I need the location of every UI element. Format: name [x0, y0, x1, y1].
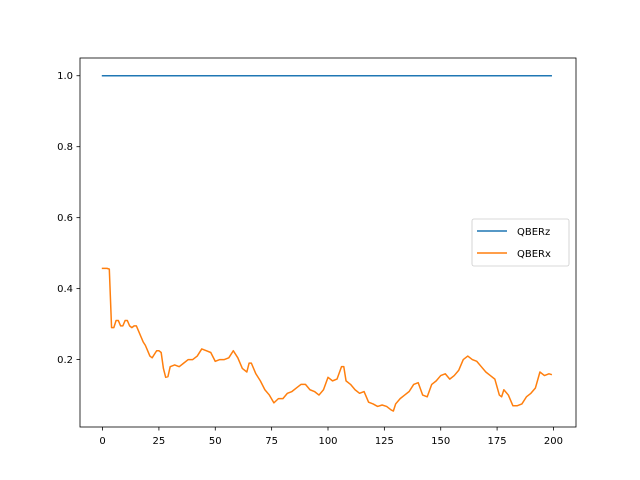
x-tick-label: 175: [488, 436, 507, 447]
y-tick-label: 1.0: [57, 71, 73, 82]
x-tick-label: 150: [431, 436, 450, 447]
y-tick-label: 0.6: [57, 213, 73, 224]
legend: QBERz QBERx: [471, 218, 570, 267]
x-axis: 0 25 50 75 100 125 150 175 200: [99, 427, 563, 447]
x-tick-label: 0: [99, 436, 105, 447]
series-layer: [101, 74, 553, 412]
y-tick-label: 0.8: [57, 142, 73, 153]
x-tick-label: 75: [265, 436, 278, 447]
x-tick-label: 200: [544, 436, 563, 447]
legend-label-qberx: QBERx: [517, 249, 551, 260]
x-tick-label: 125: [375, 436, 394, 447]
x-tick-label: 25: [153, 436, 166, 447]
legend-label-qberz: QBERz: [517, 227, 550, 238]
y-tick-label: 0.4: [57, 284, 73, 295]
x-tick-label: 50: [209, 436, 222, 447]
y-tick-label: 0.2: [57, 355, 73, 366]
series-line-qberx: [101, 267, 553, 412]
x-tick-label: 100: [318, 436, 337, 447]
y-axis: 0.2 0.4 0.6 0.8 1.0: [57, 71, 80, 366]
